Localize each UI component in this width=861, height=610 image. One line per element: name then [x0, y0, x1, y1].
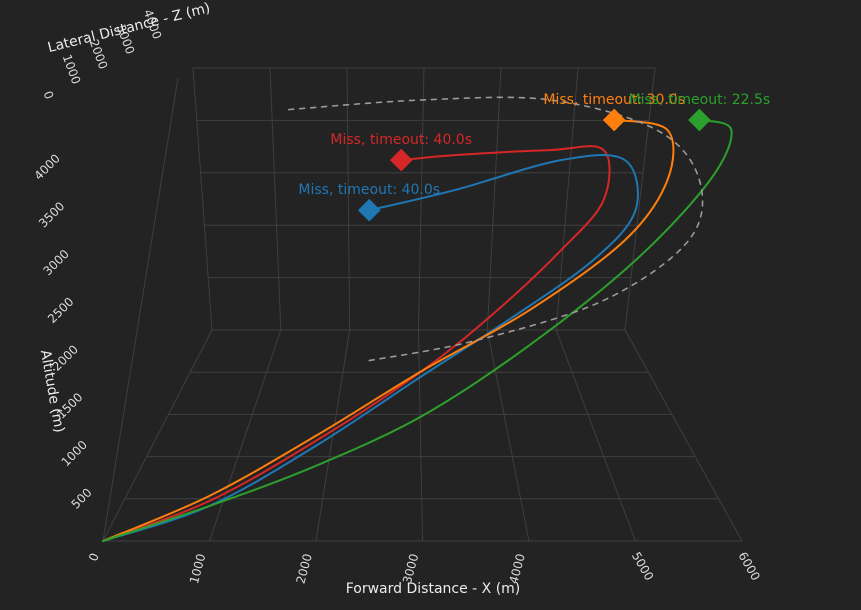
endpoint-annotation: Miss, timeout: 40.0s [330, 132, 472, 148]
grid-line-wall-x [192, 67, 213, 331]
trajectory-line [102, 119, 675, 542]
endpoint-marker [602, 108, 626, 132]
endpoint-marker [688, 108, 711, 132]
z-tick-label: 0 [41, 89, 57, 101]
y-tick-label: 2500 [45, 295, 76, 326]
endpoint-marker [389, 148, 413, 172]
x-tick-label: 0 [86, 551, 102, 563]
endpoint-annotation: Miss, timeout: 40.0s [298, 182, 440, 198]
y-tick-label: 4000 [31, 151, 62, 182]
grid-line-floor-x [486, 329, 530, 542]
grid-line-wall-x [624, 67, 656, 331]
trajectory-line [102, 145, 611, 542]
grid-line-floor-x [209, 329, 282, 542]
trajectory-line [102, 154, 639, 542]
y-tick-label: 3000 [40, 247, 71, 278]
endpoint-annotation: Miss, timeout: 30.0s [543, 92, 685, 108]
x-axis-title: Forward Distance - X (m) [346, 581, 521, 597]
grid-line-floor-x [418, 329, 423, 542]
endpoint-annotation: Miss, timeout: 22.5s [629, 92, 771, 108]
grid-line-floor-x [555, 329, 636, 542]
grid-line-wall-x [269, 67, 282, 331]
annotations: Miss, timeout: 40.0s Miss, timeout: 40.0s… [298, 92, 770, 198]
grid-line-floor-x [624, 329, 743, 542]
x-tick-label: 2000 [293, 552, 314, 585]
y-tick-label: 1000 [59, 438, 90, 469]
dashed-trajectory-line [283, 96, 704, 362]
y-tick-label: 3500 [36, 199, 67, 230]
grid-line-floor-x [102, 329, 213, 542]
series [102, 96, 733, 542]
grid-line-wall-x [486, 67, 502, 331]
x-tick-label: 6000 [735, 550, 762, 583]
grid-line-left-edge [102, 77, 179, 542]
z-tick-label: 1000 [60, 53, 84, 86]
endpoint-marker [357, 198, 381, 222]
x-tick-label: 1000 [187, 552, 208, 585]
y-tick-label: 500 [69, 485, 95, 511]
trajectory-line [102, 119, 733, 542]
x-tick-label: 5000 [629, 550, 656, 583]
grid-line-wall-x [346, 67, 351, 331]
